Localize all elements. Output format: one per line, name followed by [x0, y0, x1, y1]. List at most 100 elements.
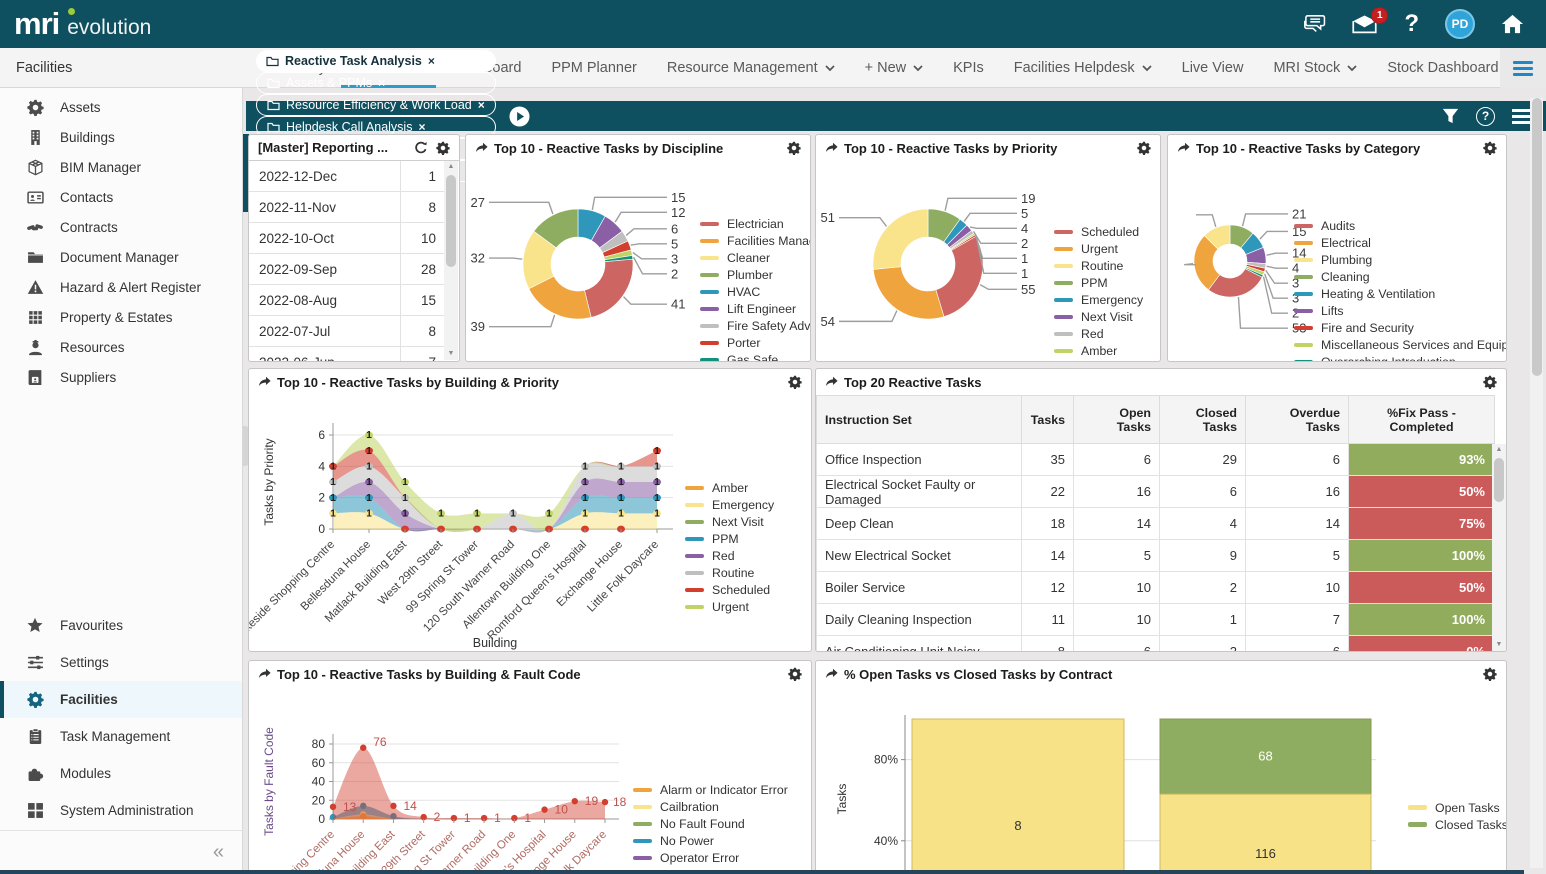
panel-settings-gear-icon[interactable] — [1483, 141, 1497, 155]
reporting-row[interactable]: 2022-10-Oct 10 — [249, 223, 444, 254]
sidebar-item-suppliers[interactable]: Suppliers — [0, 362, 242, 392]
filter-icon[interactable] — [1442, 108, 1459, 124]
panel-settings-gear-icon[interactable] — [1137, 141, 1151, 155]
reporting-scrollbar[interactable]: ▲ ▼ — [444, 161, 458, 360]
nav-item--new[interactable]: + New — [850, 48, 939, 88]
panel-open-vs-closed: % Open Tasks vs Closed Tasks by Contract… — [815, 660, 1507, 874]
fix-pass-cell: 50% — [1349, 572, 1494, 603]
svg-text:1: 1 — [1021, 266, 1028, 281]
page-scrollbar[interactable] — [1530, 98, 1543, 868]
svg-text:19: 19 — [1021, 191, 1035, 206]
svg-text:4: 4 — [1292, 261, 1299, 276]
table-header-overdue-tasks[interactable]: Overdue Tasks — [1245, 395, 1349, 444]
table-row[interactable]: Office Inspection 35 6 29 6 93% — [816, 443, 1495, 476]
panel-settings-gear-icon[interactable] — [788, 667, 802, 681]
sidebar-item-favourites[interactable]: Favourites — [0, 607, 242, 644]
nav-item-stock-dashboard[interactable]: Stock Dashboard — [1372, 48, 1513, 88]
nav-item-facilities-helpdesk[interactable]: Facilities Helpdesk — [999, 48, 1167, 88]
close-icon[interactable]: × — [418, 120, 426, 134]
nav-item-kpis[interactable]: KPIs — [938, 48, 999, 88]
handshake-icon — [26, 219, 44, 236]
panel-settings-gear-icon[interactable] — [436, 141, 450, 155]
panel-settings-gear-icon[interactable] — [788, 375, 802, 389]
close-icon[interactable]: × — [378, 76, 386, 90]
nav-item-resource-management[interactable]: Resource Management — [652, 48, 850, 88]
collapse-sidebar-icon[interactable]: « — [212, 841, 224, 863]
legend-entry: Operator Error — [633, 849, 788, 866]
sidebar-item-settings[interactable]: Settings — [0, 644, 242, 681]
nav-menu-icon[interactable] — [1500, 48, 1546, 88]
sidebar-item-system-administration[interactable]: System Administration — [0, 792, 242, 829]
tab-chip-resource-efficiency-work-load[interactable]: Resource Efficiency & Work Load × — [256, 94, 496, 116]
panel-drag-handle[interactable] — [243, 426, 249, 466]
sidebar-item-contacts[interactable]: Contacts — [0, 182, 242, 212]
table-row[interactable]: Electrical Socket Faulty or Damaged 22 16 6… — [816, 475, 1495, 508]
nav-item-ppm-planner[interactable]: PPM Planner — [536, 48, 651, 88]
svg-text:Tasks: Tasks — [835, 784, 849, 815]
tab-help-icon[interactable]: ? — [1476, 106, 1495, 126]
value-cell: 14 — [1245, 507, 1349, 540]
reporting-row[interactable]: 2022-11-Nov 8 — [249, 192, 444, 223]
reporting-row[interactable]: 2022-07-Jul 8 — [249, 316, 444, 347]
chat-icon[interactable] — [1301, 14, 1326, 34]
panel-settings-gear-icon[interactable] — [787, 141, 801, 155]
sidebar-item-buildings[interactable]: Buildings — [0, 122, 242, 152]
reporting-row[interactable]: 2022-12-Dec 1 — [249, 161, 444, 192]
panel-title: [Master] Reporting ... — [258, 140, 389, 155]
reporting-row[interactable]: 2022-08-Aug 15 — [249, 285, 444, 316]
sidebar-item-label: Modules — [60, 766, 112, 781]
svg-text:15: 15 — [1292, 224, 1306, 239]
close-icon[interactable]: × — [477, 98, 485, 112]
sidebar-item-assets[interactable]: Assets — [0, 92, 242, 122]
table-header-tasks[interactable]: Tasks — [1021, 395, 1074, 444]
sidebar-item-modules[interactable]: Modules — [0, 755, 242, 792]
sidebar-item-bim-manager[interactable]: BIM Manager — [0, 152, 242, 182]
svg-text:1: 1 — [330, 509, 336, 520]
sidebar-item-property-estates[interactable]: Property & Estates — [0, 302, 242, 332]
nav-item-live-view[interactable]: Live View — [1167, 48, 1259, 88]
table-scrollbar[interactable]: ▲ ▼ — [1492, 444, 1506, 651]
sidebar-item-contracts[interactable]: Contracts — [0, 212, 242, 242]
table-row[interactable]: Deep Clean 18 14 4 14 75% — [816, 507, 1495, 540]
svg-text:27: 27 — [471, 195, 485, 210]
nav-item-mri-stock[interactable]: MRI Stock — [1258, 48, 1372, 88]
nav-item-label: MRI Stock — [1273, 59, 1341, 76]
panel-settings-gear-icon[interactable] — [1483, 667, 1497, 681]
reporting-row[interactable]: 2022-06-Jun7 — [249, 347, 444, 361]
sidebar-item-facilities[interactable]: Facilities — [0, 681, 242, 718]
svg-text:1: 1 — [402, 477, 408, 488]
panel-title: Top 20 Reactive Tasks — [844, 374, 982, 390]
reporting-row[interactable]: 2022-09-Sep 28 — [249, 254, 444, 285]
sidebar-item-document-manager[interactable]: Document Manager — [0, 242, 242, 272]
close-icon[interactable]: × — [427, 54, 435, 68]
table-header--fix-pass-completed[interactable]: %Fix Pass - Completed — [1348, 395, 1495, 444]
legend-entry: No Fault Found — [633, 815, 788, 832]
table-row[interactable]: Daily Cleaning Inspection 11 10 1 7 100% — [816, 603, 1495, 636]
table-row[interactable]: Air Conditioning Unit Noisy 8 6 2 6 0% — [816, 635, 1495, 651]
sidebar-item-resources[interactable]: Resources — [0, 332, 242, 362]
avatar[interactable]: PD — [1445, 9, 1475, 39]
tab-chip-assets-ppms[interactable]: Assets & PPMs × — [256, 72, 496, 94]
table-header-open-tasks[interactable]: Open Tasks — [1073, 395, 1160, 444]
table-header-closed-tasks[interactable]: Closed Tasks — [1159, 395, 1246, 444]
legend-entry: HVAC — [700, 283, 810, 300]
table-row[interactable]: New Electrical Socket 14 5 9 5 100% — [816, 539, 1495, 572]
panel-title: Top 10 - Reactive Tasks by Priority — [844, 140, 1058, 156]
refresh-icon[interactable] — [414, 141, 428, 155]
sidebar-item-task-management[interactable]: Task Management — [0, 718, 242, 755]
sidebar-item-hazard-alert-register[interactable]: Hazard & Alert Register — [0, 272, 242, 302]
panel-settings-gear-icon[interactable] — [1483, 375, 1497, 389]
home-icon[interactable] — [1501, 14, 1524, 34]
jump-arrow-icon — [825, 376, 838, 388]
help-icon[interactable]: ? — [1404, 10, 1419, 37]
content-scroll-handle[interactable] — [243, 134, 249, 212]
tab-chip-reactive-task-analysis[interactable]: Reactive Task Analysis × — [256, 50, 496, 72]
legend-entry: Cailbration — [633, 798, 788, 815]
mail-icon[interactable]: 1 — [1351, 6, 1389, 35]
play-icon[interactable] — [509, 105, 530, 127]
table-row[interactable]: Boiler Service 12 10 2 10 50% — [816, 571, 1495, 604]
tab-menu-icon[interactable] — [1512, 108, 1530, 124]
table-header-instruction-set[interactable]: Instruction Set — [816, 395, 1022, 444]
legend-entry: Routine — [1054, 257, 1143, 274]
